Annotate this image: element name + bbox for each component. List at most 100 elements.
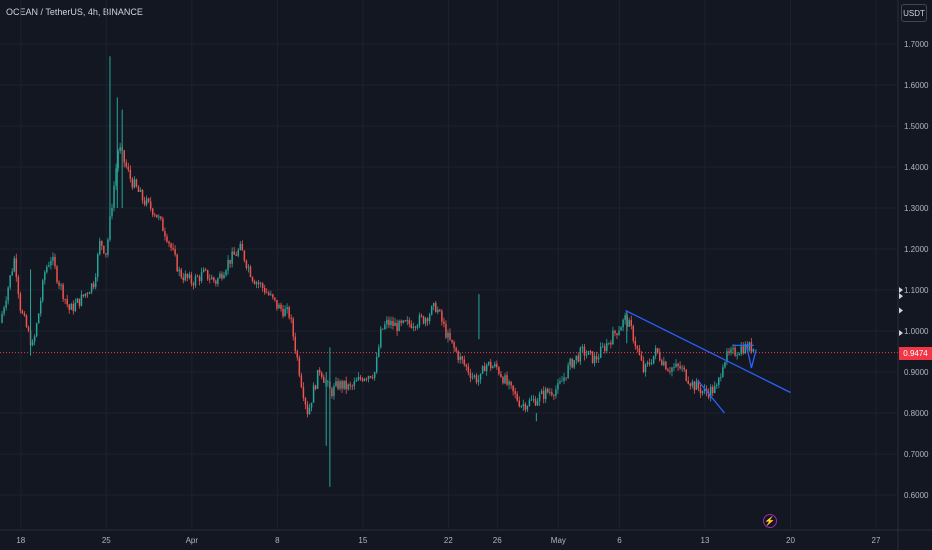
candle-body <box>11 271 13 276</box>
candle-body <box>559 381 561 384</box>
candle-body <box>245 260 248 268</box>
candle-body <box>732 347 734 350</box>
candle-body <box>695 381 698 390</box>
candle-body <box>473 375 476 377</box>
candle-body <box>599 346 602 358</box>
candle-body <box>66 299 68 305</box>
currency-button[interactable]: USDT <box>901 4 927 22</box>
candle-body <box>278 304 280 309</box>
candle-body <box>115 168 117 186</box>
candle-body <box>463 359 466 365</box>
candle-body <box>575 355 578 360</box>
candle-body <box>730 349 732 353</box>
lower-trendline <box>697 379 726 414</box>
y-tick-label: 1.4000 <box>904 163 929 172</box>
candle-body <box>31 341 34 346</box>
y-tick-label: 1.7000 <box>904 40 929 49</box>
candle-body <box>377 347 380 357</box>
candle-body <box>665 361 667 370</box>
candle-body <box>534 399 537 406</box>
candle-body <box>7 287 9 301</box>
candle-body <box>508 381 510 385</box>
flag-descending-leg <box>745 345 753 369</box>
candle-body <box>652 355 655 364</box>
time-axis: 18 25 Apr 8 15 22 26 May 6 13 20 27 <box>16 536 881 545</box>
candle-body <box>373 372 376 378</box>
candle-body <box>457 351 459 361</box>
lightning-icon[interactable]: ⚡ <box>763 514 777 528</box>
candle-body <box>310 402 313 408</box>
candle-body <box>158 216 160 218</box>
candle-body <box>748 342 751 351</box>
candle-body <box>357 377 360 381</box>
candle-body <box>528 400 531 406</box>
candle-body <box>477 379 480 383</box>
candle-body <box>64 299 66 300</box>
candle-body <box>46 266 48 273</box>
candle-body <box>475 375 478 383</box>
candle-body <box>398 320 400 332</box>
candle-body <box>553 395 555 396</box>
candle-body <box>42 280 44 301</box>
candle-body <box>156 214 158 218</box>
candle-body <box>9 275 11 288</box>
candle-body <box>716 384 718 386</box>
candle-body <box>549 392 551 393</box>
candle-body <box>443 321 445 324</box>
candle-body <box>740 346 742 354</box>
candle-body <box>506 375 508 385</box>
candle-body <box>172 247 174 250</box>
candle-body <box>101 240 103 246</box>
candle-body <box>314 385 317 389</box>
candle-body <box>606 343 608 351</box>
candle-body <box>441 311 443 322</box>
candle-body <box>726 351 728 363</box>
candle-body <box>624 315 626 320</box>
candle-body <box>331 388 333 397</box>
candle-body <box>74 302 77 312</box>
candle-body <box>563 377 565 381</box>
candle-body <box>720 377 722 378</box>
candle-body <box>286 307 288 310</box>
candle-body <box>70 303 73 310</box>
candle-body <box>237 249 239 256</box>
candle-body <box>494 363 496 367</box>
candle-body <box>404 320 406 322</box>
candle-body <box>247 266 250 268</box>
candle-body <box>272 294 274 298</box>
candle-body <box>178 269 180 272</box>
candle-body <box>445 323 447 338</box>
candle-body <box>742 346 744 354</box>
candle-body <box>394 322 396 326</box>
descending-trendline <box>625 309 791 394</box>
candle-body <box>673 366 675 368</box>
candle-body <box>17 276 20 294</box>
x-tick-label: 18 <box>16 536 25 545</box>
candle-body <box>13 258 16 272</box>
candle-body <box>610 342 612 345</box>
candle-body <box>192 283 195 286</box>
candle-body <box>636 346 639 349</box>
candle-body <box>400 320 402 323</box>
candle-body <box>483 366 486 372</box>
candle-body <box>253 281 256 285</box>
candle-body <box>644 364 647 373</box>
candle-body <box>261 283 264 288</box>
candle-body <box>659 352 661 361</box>
candle-body <box>84 293 87 297</box>
candle-body <box>612 330 614 345</box>
candle-body <box>703 388 706 392</box>
candle-body <box>27 327 30 331</box>
candle-body <box>225 270 227 275</box>
candle-body <box>540 390 543 394</box>
candle-body <box>557 383 559 390</box>
candle-body <box>608 342 610 344</box>
drawings <box>625 309 791 414</box>
candle-body <box>577 355 580 362</box>
candle-body <box>435 303 437 313</box>
candle-body <box>722 367 724 378</box>
candle-body <box>481 366 484 374</box>
candle-body <box>60 284 62 286</box>
